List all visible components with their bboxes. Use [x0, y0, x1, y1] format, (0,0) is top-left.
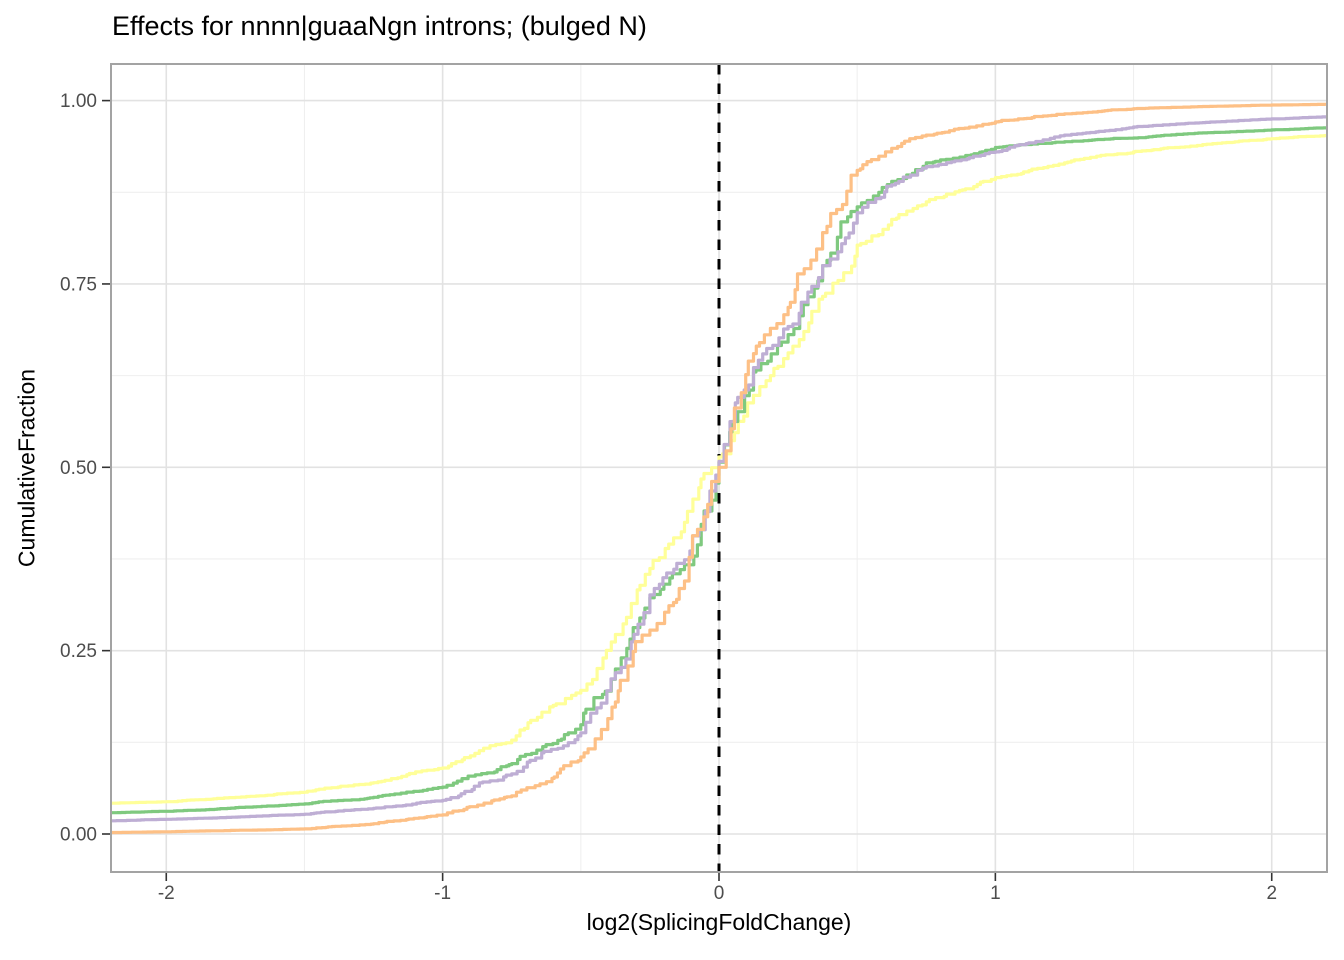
ecdf-orange-curve: [111, 102, 1327, 835]
y-tick-label: 0.25: [60, 641, 97, 662]
chart-title: Effects for nnnn|guaaNgn introns; (bulge…: [112, 11, 647, 41]
x-tick-label: 1: [990, 883, 1001, 904]
y-tick-label: 1.00: [60, 91, 97, 112]
x-tick-label: -2: [158, 883, 175, 904]
x-tick-label: 0: [714, 883, 725, 904]
ecdf-purple-curve: [111, 115, 1327, 823]
panel-border: [110, 63, 1328, 873]
x-axis-title: log2(SplicingFoldChange): [586, 909, 852, 935]
y-tick-label: 0.50: [60, 458, 97, 479]
x-tick-label: 2: [1266, 883, 1277, 904]
x-tick-label: -1: [434, 883, 451, 904]
y-tick-label: 0.00: [60, 825, 97, 846]
ecdf-yellow-curve: [111, 133, 1327, 805]
y-tick-label: 0.75: [60, 274, 97, 295]
